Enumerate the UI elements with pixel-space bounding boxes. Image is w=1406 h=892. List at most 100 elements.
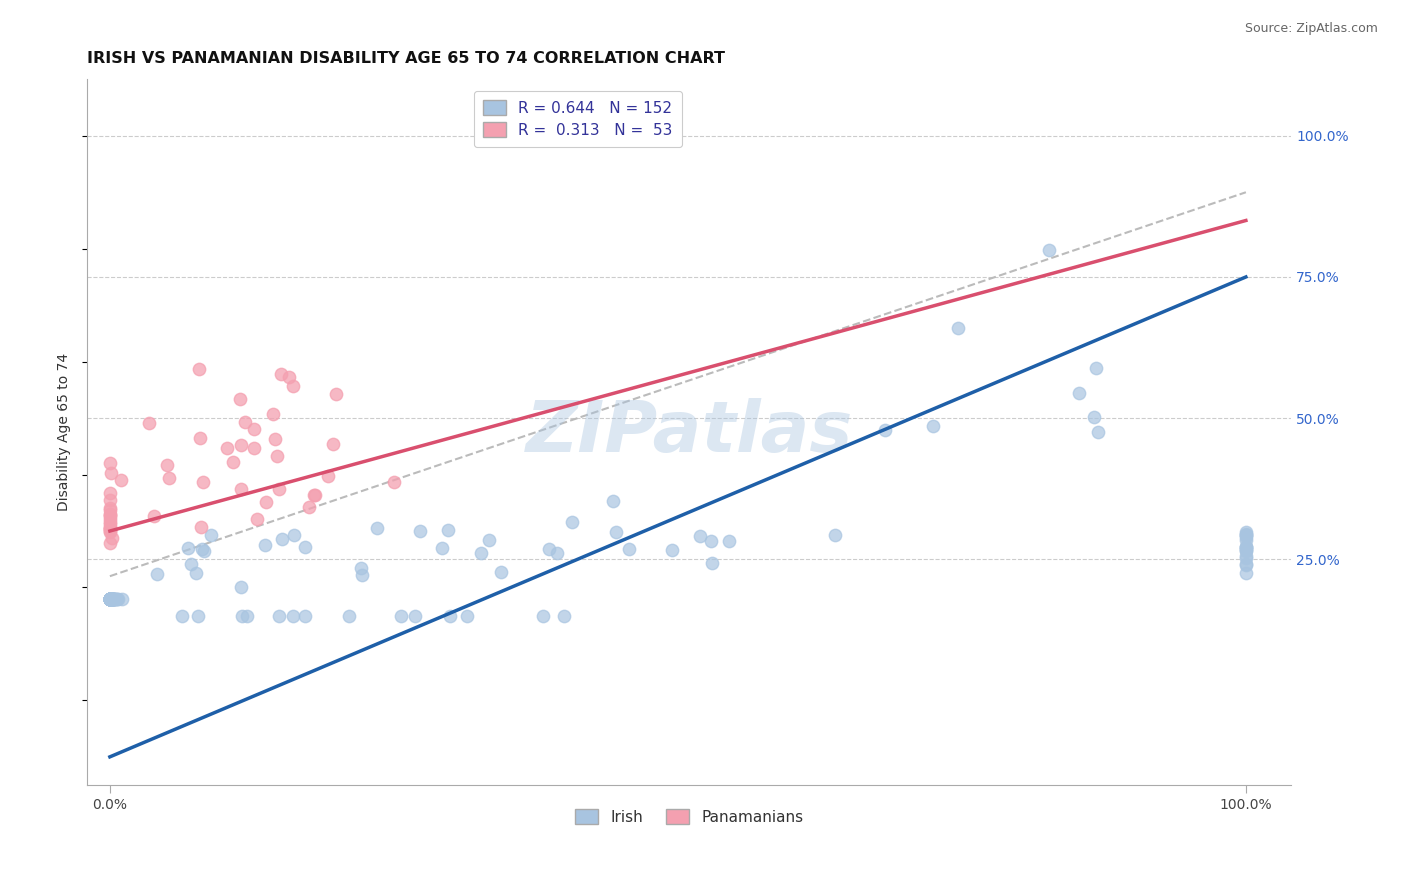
Point bbox=[1083, 409, 1105, 424]
Point bbox=[98, 524, 121, 539]
Point bbox=[661, 543, 683, 558]
Point bbox=[553, 608, 575, 623]
Point bbox=[948, 321, 970, 335]
Point bbox=[100, 591, 122, 606]
Point bbox=[177, 541, 200, 556]
Point bbox=[98, 591, 121, 606]
Point bbox=[1234, 540, 1257, 554]
Point bbox=[100, 591, 122, 606]
Point bbox=[294, 608, 316, 623]
Legend: Irish, Panamanians: Irish, Panamanians bbox=[567, 799, 813, 834]
Point bbox=[1234, 566, 1257, 580]
Point bbox=[253, 538, 276, 552]
Point bbox=[1234, 542, 1257, 557]
Point bbox=[101, 591, 124, 606]
Point bbox=[98, 591, 121, 606]
Point bbox=[1234, 526, 1257, 541]
Point bbox=[233, 416, 256, 430]
Point bbox=[98, 591, 121, 606]
Point bbox=[98, 591, 121, 606]
Point bbox=[100, 466, 122, 480]
Point bbox=[430, 541, 453, 556]
Point bbox=[538, 541, 561, 556]
Point bbox=[298, 500, 321, 514]
Point bbox=[103, 591, 125, 606]
Point bbox=[98, 591, 121, 606]
Point bbox=[98, 591, 121, 606]
Point bbox=[264, 432, 287, 446]
Point bbox=[271, 532, 294, 546]
Point bbox=[190, 520, 212, 534]
Point bbox=[98, 512, 121, 526]
Point bbox=[172, 608, 194, 623]
Point bbox=[302, 488, 325, 502]
Point bbox=[98, 493, 121, 508]
Point bbox=[456, 608, 478, 623]
Point bbox=[200, 527, 222, 541]
Point bbox=[339, 608, 361, 623]
Point bbox=[439, 608, 461, 623]
Point bbox=[98, 591, 121, 606]
Point bbox=[561, 515, 583, 529]
Point bbox=[700, 556, 723, 570]
Point bbox=[98, 591, 121, 606]
Point bbox=[100, 591, 122, 606]
Point bbox=[98, 591, 121, 606]
Point bbox=[389, 608, 412, 623]
Point bbox=[98, 591, 121, 606]
Point bbox=[98, 591, 121, 606]
Point bbox=[1234, 551, 1257, 566]
Point bbox=[873, 423, 896, 437]
Point bbox=[100, 532, 122, 546]
Point bbox=[159, 471, 181, 485]
Point bbox=[101, 591, 124, 606]
Point bbox=[103, 591, 125, 606]
Point bbox=[100, 591, 122, 606]
Point bbox=[283, 527, 305, 541]
Point bbox=[1085, 360, 1108, 375]
Point bbox=[98, 524, 121, 539]
Point bbox=[98, 456, 121, 470]
Point bbox=[922, 419, 945, 434]
Point bbox=[111, 591, 134, 606]
Point bbox=[107, 591, 129, 606]
Point bbox=[350, 561, 373, 575]
Point bbox=[103, 591, 125, 606]
Point bbox=[180, 557, 202, 571]
Point bbox=[98, 591, 121, 606]
Point bbox=[283, 378, 305, 392]
Point bbox=[98, 591, 121, 606]
Point bbox=[602, 493, 624, 508]
Point bbox=[322, 437, 344, 451]
Point bbox=[105, 591, 128, 606]
Point bbox=[101, 591, 124, 606]
Point bbox=[98, 591, 121, 606]
Point bbox=[1234, 549, 1257, 564]
Point bbox=[98, 521, 121, 535]
Point bbox=[262, 408, 284, 422]
Point bbox=[98, 591, 121, 606]
Point bbox=[98, 591, 121, 606]
Point bbox=[190, 542, 212, 557]
Point bbox=[100, 591, 122, 606]
Point bbox=[98, 591, 121, 606]
Point bbox=[100, 591, 122, 606]
Point bbox=[1234, 528, 1257, 542]
Point bbox=[98, 591, 121, 606]
Point bbox=[98, 591, 121, 606]
Point bbox=[243, 422, 266, 436]
Point bbox=[98, 535, 121, 549]
Point bbox=[142, 508, 165, 523]
Point bbox=[98, 591, 121, 606]
Point bbox=[1234, 533, 1257, 547]
Point bbox=[98, 591, 121, 606]
Point bbox=[243, 441, 266, 455]
Point bbox=[717, 533, 740, 548]
Point bbox=[186, 566, 208, 580]
Point bbox=[110, 473, 132, 487]
Point bbox=[98, 591, 121, 606]
Point bbox=[103, 591, 125, 606]
Point bbox=[98, 591, 121, 606]
Point bbox=[98, 591, 121, 606]
Point bbox=[229, 438, 252, 452]
